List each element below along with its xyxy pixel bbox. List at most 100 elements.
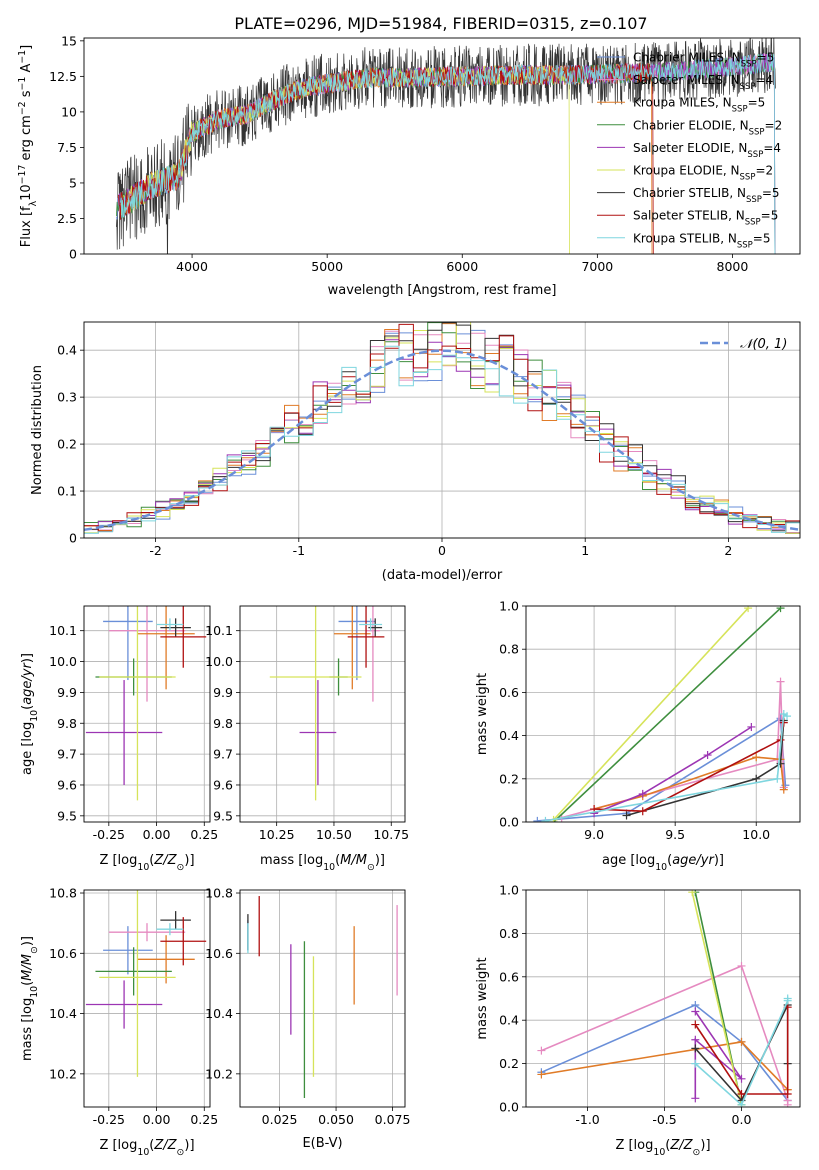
y-tick-label: 15 — [61, 33, 77, 48]
legend-entry: Kroupa STELIB, NSSP=5 — [633, 231, 771, 250]
error-point — [95, 947, 172, 996]
x-tick-label: 2 — [724, 543, 732, 558]
axes-frame — [525, 605, 801, 823]
point-marker — [638, 807, 647, 816]
y-tick-label: 9.9 — [57, 685, 77, 700]
error-point — [299, 680, 337, 785]
y-tick-label: 9.9 — [213, 685, 233, 700]
x-tick-label: -0.25 — [93, 1112, 125, 1127]
error-point — [156, 618, 184, 631]
y-tick-label: 9.8 — [57, 716, 77, 731]
y-tick-label: 0.4 — [57, 343, 77, 358]
mass-vs-Z-xlabel: Z [log10(Z/Z⊙)] — [99, 1138, 194, 1158]
error-point — [103, 926, 153, 975]
normal-reference-curve — [83, 349, 801, 532]
mass-vs-ebv-axes: 0.025 0.050 0.075 10.2 10.4 10.6 10.8 — [205, 886, 410, 1127]
y-tick-label: 9.5 — [57, 808, 77, 823]
mass-vs-Z-ylabel: mass [log10(M/M⊙)] — [20, 936, 40, 1061]
x-tick-label: -1.0 — [575, 1112, 599, 1127]
mass-weight-vs-age-ylabel: mass weight — [475, 673, 490, 755]
point-marker — [752, 774, 761, 783]
y-tick-label: 9.7 — [213, 747, 233, 762]
y-tick-label: 0.4 — [499, 1013, 519, 1028]
y-tick-label: 10.2 — [49, 1066, 77, 1081]
x-tick-label: 5000 — [311, 259, 343, 274]
error-point — [137, 606, 195, 690]
point-marker — [776, 677, 785, 686]
y-tick-label: 10.0 — [49, 654, 77, 669]
mass-weight-vs-age-axes: 9.0 9.5 10.0 0.0 0.2 0.4 0.6 0.8 1.0 — [499, 599, 800, 842]
x-tick-label: 0.25 — [190, 1112, 218, 1127]
spectrum-series-2 — [120, 63, 653, 254]
spectrum-series-8 — [120, 52, 776, 254]
spectrum-xlabel: wavelength [Angstrom, rest frame] — [328, 283, 557, 298]
x-tick-label: 0 — [438, 543, 446, 558]
point-marker — [691, 1044, 700, 1053]
point-marker — [691, 1020, 700, 1029]
point-marker — [691, 1007, 700, 1016]
spectrum-ylabel: Flux [fλ10−17 erg cm−2 s−1 A−1] — [17, 45, 39, 247]
error-point — [108, 606, 186, 702]
point-marker — [541, 816, 550, 822]
error-point — [160, 917, 207, 966]
point-marker — [737, 1074, 746, 1083]
y-tick-label: 0.3 — [57, 390, 77, 405]
y-tick-label: 0.1 — [57, 484, 77, 499]
x-tick-label: 10.25 — [259, 827, 295, 842]
error-point — [99, 890, 176, 1077]
point-marker — [737, 1100, 746, 1107]
mass-weight-vs-Z-xlabel: Z [log10(Z/Z⊙)] — [615, 1138, 710, 1158]
error-point — [338, 606, 376, 681]
point-marker — [737, 961, 746, 970]
error-point — [160, 618, 191, 637]
legend-entry: 𝒩(0, 1) — [740, 337, 787, 352]
mass-weight-series-5 — [553, 607, 749, 821]
axes-frame — [525, 889, 801, 1108]
mass-weight-series-5 — [691, 892, 743, 1105]
x-tick-label: 10.0 — [742, 827, 770, 842]
y-tick-label: 10.6 — [49, 946, 77, 961]
point-marker — [691, 1059, 700, 1068]
y-tick-label: 10.4 — [49, 1006, 77, 1021]
spectrum-legend: Chabrier MILES, NSSP=5 Salpeter MILES, NS… — [597, 51, 782, 250]
legend-entry: Chabrier STELIB, NSSP=5 — [633, 186, 780, 205]
error-point — [160, 606, 207, 668]
mass-weight-series-4 — [593, 726, 752, 815]
legend-entry: Chabrier MILES, NSSP=5 — [633, 51, 774, 70]
axes-frame — [239, 889, 406, 1108]
y-tick-label: 0.2 — [499, 771, 519, 786]
point-marker — [752, 753, 761, 762]
axes-frame — [83, 321, 801, 539]
y-tick-label: 9.8 — [213, 716, 233, 731]
y-tick-label: 0 — [69, 247, 77, 262]
error-point — [359, 618, 383, 631]
y-tick-label: 10.4 — [205, 1006, 233, 1021]
point-marker — [737, 1089, 746, 1098]
y-tick-label: 0.2 — [57, 437, 77, 452]
histogram-series-7 — [84, 323, 800, 532]
point-marker — [703, 751, 712, 760]
y-tick-label: 10.6 — [205, 946, 233, 961]
y-tick-label: 10.0 — [205, 654, 233, 669]
x-tick-label: 4000 — [176, 259, 208, 274]
x-tick-label: -1 — [293, 543, 305, 558]
y-tick-label: 10.2 — [205, 1066, 233, 1081]
point-marker — [783, 712, 792, 721]
error-point — [156, 923, 184, 936]
x-tick-label: 0.25 — [190, 827, 218, 842]
x-tick-label: -0.25 — [93, 827, 125, 842]
y-tick-label: 0.0 — [499, 815, 519, 830]
x-tick-label: -2 — [149, 543, 161, 558]
legend-entry: Salpeter STELIB, NSSP=5 — [633, 209, 778, 228]
x-tick-label: 6000 — [446, 259, 478, 274]
x-tick-label: 0.00 — [143, 1112, 171, 1127]
y-tick-label: 0.6 — [499, 969, 519, 984]
legend-entry: Salpeter MILES, NSSP=4 — [633, 73, 773, 92]
legend-entry: Salpeter ELODIE, NSSP=4 — [633, 141, 781, 160]
y-tick-label: 10.1 — [49, 623, 77, 638]
point-marker — [744, 606, 753, 613]
age-vs-mass-xlabel: mass [log10(M/M⊙)] — [260, 853, 385, 873]
error-point — [85, 680, 163, 785]
point-marker — [622, 811, 631, 820]
